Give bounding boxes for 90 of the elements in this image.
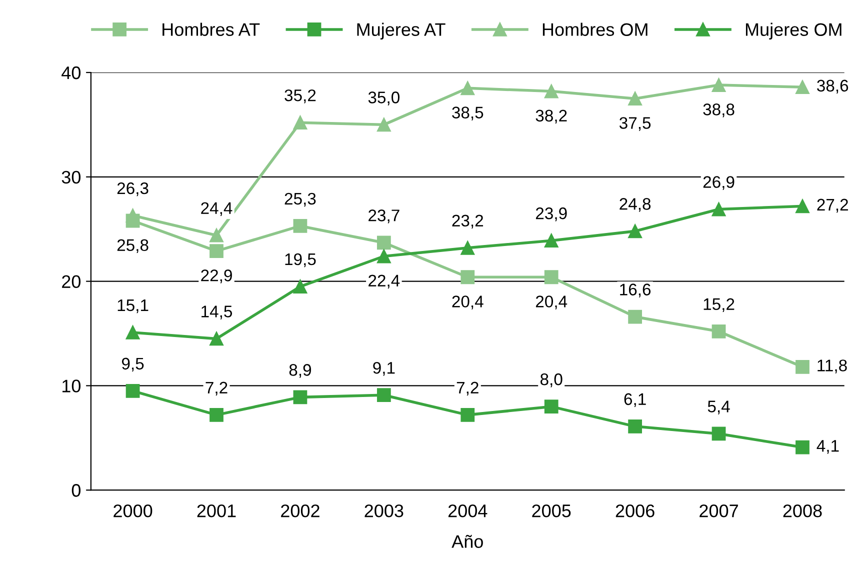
x-tick-label: 2004 [448,504,488,518]
x-tick-label: 2000 [114,504,152,518]
legend-label: Mujeres AT [357,22,446,40]
data-label: 23,2 [452,214,484,229]
x-tick-label: 2002 [281,504,320,518]
data-label: 38,6 [817,80,848,94]
point [544,400,558,414]
data-label: 37,5 [619,117,651,131]
legend-label: Hombres OM [542,22,648,36]
data-label: 5,4 [708,400,730,414]
point [544,234,558,248]
point [544,84,558,98]
data-label: 23,7 [368,210,400,224]
point [796,360,810,374]
x-tick-label: 2001 [197,504,236,518]
data-label: 27,2 [817,198,848,213]
point [712,324,726,338]
point [712,426,726,441]
data-label: 9,5 [122,358,144,372]
point [376,118,391,132]
data-label: 35,0 [368,92,400,106]
data-label: 16,6 [620,284,651,298]
point [628,224,642,238]
point [126,384,140,398]
point [628,92,642,106]
point [376,249,391,264]
data-label: 15,1 [118,299,148,314]
data-label: 23,9 [536,207,567,222]
y-tick-label: 0 [72,484,80,497]
y-tick-label: 10 [62,380,81,392]
data-label: 24,8 [620,198,651,212]
legend-label: Mujeres OM [746,22,842,40]
point [460,81,475,96]
point [293,116,308,130]
data-label: 8,0 [540,373,562,388]
y-tick-label: 40 [62,66,81,80]
x-tick-label: 2006 [616,504,654,518]
x-tick-label: 2007 [700,504,738,518]
x-tick-label: 2003 [364,504,404,518]
point [210,228,224,242]
data-label: 19,5 [285,253,316,268]
data-label: 7,2 [206,382,228,396]
data-label: 26,3 [117,182,148,196]
point [628,310,642,324]
y-tick-label: 20 [62,275,81,288]
point [293,390,308,404]
data-label: 24,4 [201,202,232,216]
data-label: 11,8 [818,360,847,374]
data-label: 25,3 [284,192,316,207]
point [712,78,726,92]
data-label: 25,8 [117,239,148,254]
point [376,236,391,250]
point [796,80,810,94]
data-label: 15,2 [704,298,734,312]
data-label: 20,4 [452,296,484,310]
data-label: 14,5 [202,306,232,320]
x-tick-label: 2008 [783,504,822,518]
data-label: 8,9 [289,364,312,378]
point [210,408,224,422]
point [796,440,810,454]
point [796,199,810,214]
point [544,270,558,284]
data-label: 38,2 [536,110,567,124]
data-label: 9,1 [373,362,395,376]
data-label: 38,8 [703,104,734,118]
data-label: 35,2 [284,89,316,104]
data-label: 6,1 [624,393,646,408]
data-label: 22,4 [368,274,400,289]
point [460,240,475,255]
point [712,202,726,216]
data-label: 22,9 [201,270,232,284]
point [293,280,308,294]
data-label: 26,9 [703,176,734,190]
x-tick-label: 2005 [532,504,571,518]
point [126,326,140,340]
legend-label: Hombres AT [162,22,260,36]
data-label: 20,4 [536,296,568,310]
data-label: 4,1 [816,440,839,454]
point [628,419,642,434]
x-axis-title: Año [452,534,483,548]
point [210,244,224,258]
point [210,332,224,346]
data-label: 38,5 [452,106,484,120]
point [460,270,475,284]
point [126,208,140,222]
y-tick-label: 30 [62,170,81,184]
point [460,408,475,422]
point [376,388,391,402]
data-label: 7,2 [456,382,478,396]
point [293,219,308,233]
